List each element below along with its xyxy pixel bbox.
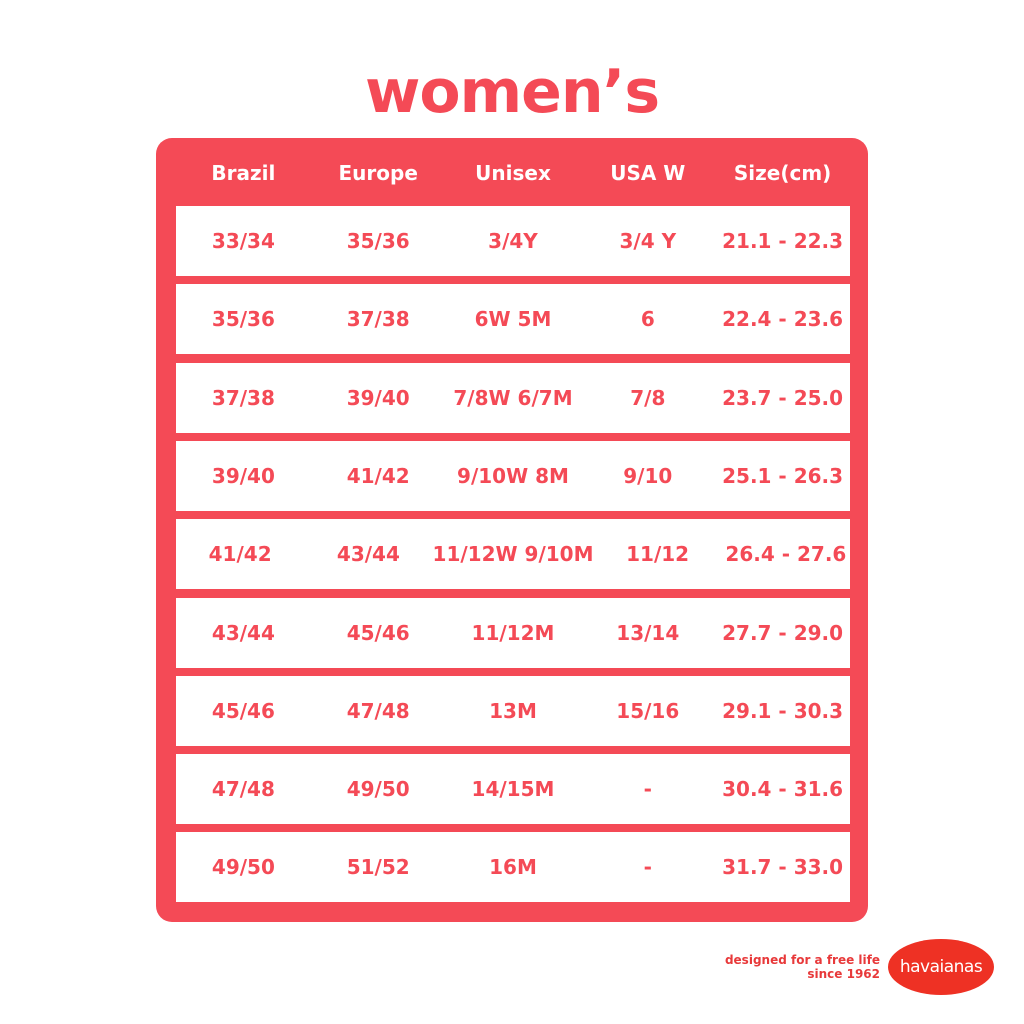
- table-cell: 47/48: [346, 698, 410, 723]
- table-cell: -: [643, 855, 652, 880]
- table-cell: 37/38: [211, 385, 275, 410]
- column-header: Size(cm): [733, 161, 832, 185]
- table-row: 49/50 51/52 16M - 31.7 - 33.0: [176, 832, 850, 903]
- table-row: 47/48 49/50 14/15M - 30.4 - 31.6: [176, 754, 850, 825]
- havaianas-logo: havaianas: [888, 939, 994, 995]
- table-cell: 13/14: [616, 620, 680, 645]
- table-cell: 45/46: [346, 620, 410, 645]
- table-row: 45/46 47/48 13M 15/16 29.1 - 30.3: [176, 675, 850, 746]
- table-cell: 25.1 - 26.3: [722, 463, 844, 488]
- table-cell: 9/10: [623, 463, 673, 488]
- table-cell: 35/36: [346, 229, 410, 253]
- table-row: 35/36 37/38 6W 5M 6 22.4 - 23.6: [176, 284, 850, 355]
- table-cell: 11/12: [626, 542, 690, 567]
- table-cell: 11/12M: [471, 620, 555, 645]
- table-header: Brazil Europe Unisex USA W Size(cm): [176, 138, 850, 205]
- table-cell: 43/44: [336, 542, 400, 567]
- column-header: Brazil: [211, 161, 276, 185]
- table-cell: 15/16: [616, 698, 680, 723]
- table-cell: 21.1 - 22.3: [722, 229, 844, 253]
- table-cell: 51/52: [346, 855, 410, 880]
- table-cell: 43/44: [211, 620, 275, 645]
- table-cell: 7/8W 6/7M: [453, 385, 573, 410]
- page-title: women’s: [364, 57, 660, 127]
- table-cell: 47/48: [211, 777, 275, 802]
- table-cell: 35/36: [211, 307, 275, 332]
- table-cell: 22.4 - 23.6: [722, 307, 844, 332]
- column-header: USA W: [610, 161, 686, 185]
- table-cell: 33/34: [211, 229, 275, 253]
- table-cell: 30.4 - 31.6: [722, 777, 844, 802]
- table-cell: 29.1 - 30.3: [722, 698, 844, 723]
- table-cell: 45/46: [211, 698, 275, 723]
- table-cell: -: [643, 777, 652, 802]
- table-cell: 49/50: [211, 855, 275, 880]
- table-cell: 14/15M: [471, 777, 555, 802]
- size-chart-table: Brazil Europe Unisex USA W Size(cm) 33/34 35/…: [156, 138, 868, 922]
- table-cell: 41/42: [208, 542, 272, 567]
- table-row: 41/42 43/44 11/12W 9/10M 11/12 26.4 - 27.6: [176, 519, 850, 590]
- column-header: Unisex: [475, 161, 551, 185]
- table-row: 33/34 35/36 3/4Y 3/4 Y 21.1 - 22.3: [176, 206, 850, 276]
- table-cell: 26.4 - 27.6: [725, 542, 847, 567]
- table-cell: 6: [640, 307, 655, 332]
- tagline: designed for a free life since 1962: [725, 953, 880, 981]
- table-cell: 41/42: [346, 463, 410, 488]
- table-cell: 7/8: [630, 385, 666, 410]
- table-cell: 9/10W 8M: [457, 463, 569, 488]
- table-cell: 49/50: [346, 777, 410, 802]
- table-cell: 39/40: [346, 385, 410, 410]
- table-cell: 13M: [489, 698, 537, 723]
- table-cell: 39/40: [211, 463, 275, 488]
- tagline-line-2: since 1962: [807, 967, 880, 981]
- table-row: 43/44 45/46 11/12M 13/14 27.7 - 29.0: [176, 597, 850, 668]
- table-cell: 23.7 - 25.0: [722, 385, 844, 410]
- table-row: 39/40 41/42 9/10W 8M 9/10 25.1 - 26.3: [176, 440, 850, 511]
- tagline-line-1: designed for a free life: [724, 953, 880, 967]
- table-cell: 11/12W 9/10M: [432, 542, 594, 567]
- column-header: Europe: [338, 161, 418, 185]
- table-cell: 6W 5M: [474, 307, 552, 332]
- table-cell: 37/38: [346, 307, 410, 332]
- table-cell: 27.7 - 29.0: [722, 620, 844, 645]
- table-cell: 16M: [489, 855, 537, 880]
- table-cell: 3/4Y: [488, 229, 538, 253]
- table-cell: 3/4 Y: [619, 229, 677, 253]
- table-cell: 31.7 - 33.0: [722, 855, 844, 880]
- table-row: 37/38 39/40 7/8W 6/7M 7/8 23.7 - 25.0: [176, 362, 850, 433]
